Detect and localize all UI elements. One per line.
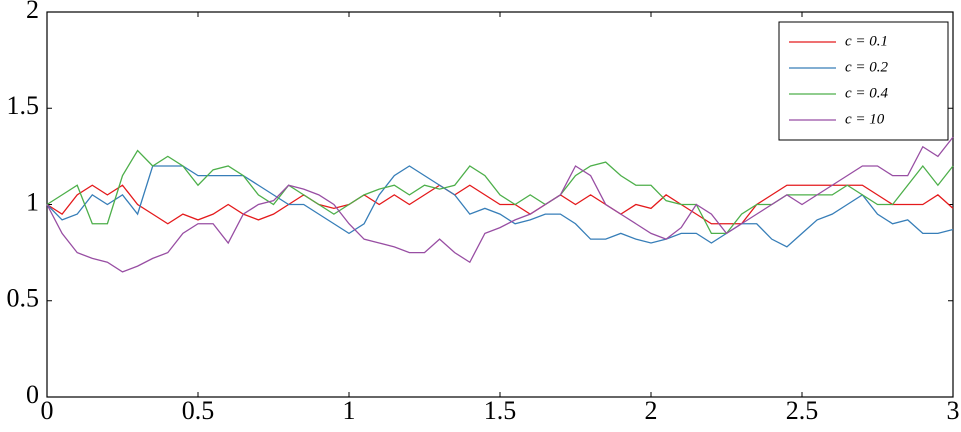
legend-label: c = 10: [845, 111, 885, 127]
series-line: [46, 136, 954, 273]
legend-label: c = 0.2: [845, 59, 889, 75]
x-tick-label: 2: [645, 396, 658, 425]
x-tick-label: 2.5: [786, 396, 819, 425]
x-tick-label: 3: [947, 396, 960, 425]
x-tick-label: 0.5: [182, 396, 215, 425]
series-line: [46, 165, 954, 248]
legend-label: c = 0.4: [845, 85, 889, 101]
legend-label: c = 0.1: [845, 33, 888, 49]
x-tick-label: 1.5: [484, 396, 517, 425]
x-tick-label: 1: [343, 396, 356, 425]
series-line: [46, 149, 954, 235]
y-tick-label: 2: [26, 0, 39, 24]
y-tick-label: 1: [26, 187, 39, 216]
y-tick-label: 0.5: [7, 284, 40, 313]
y-tick-label: 0: [26, 380, 39, 409]
series-line: [46, 184, 954, 225]
x-tick-label: 0: [41, 396, 54, 425]
y-tick-label: 1.5: [7, 91, 40, 120]
